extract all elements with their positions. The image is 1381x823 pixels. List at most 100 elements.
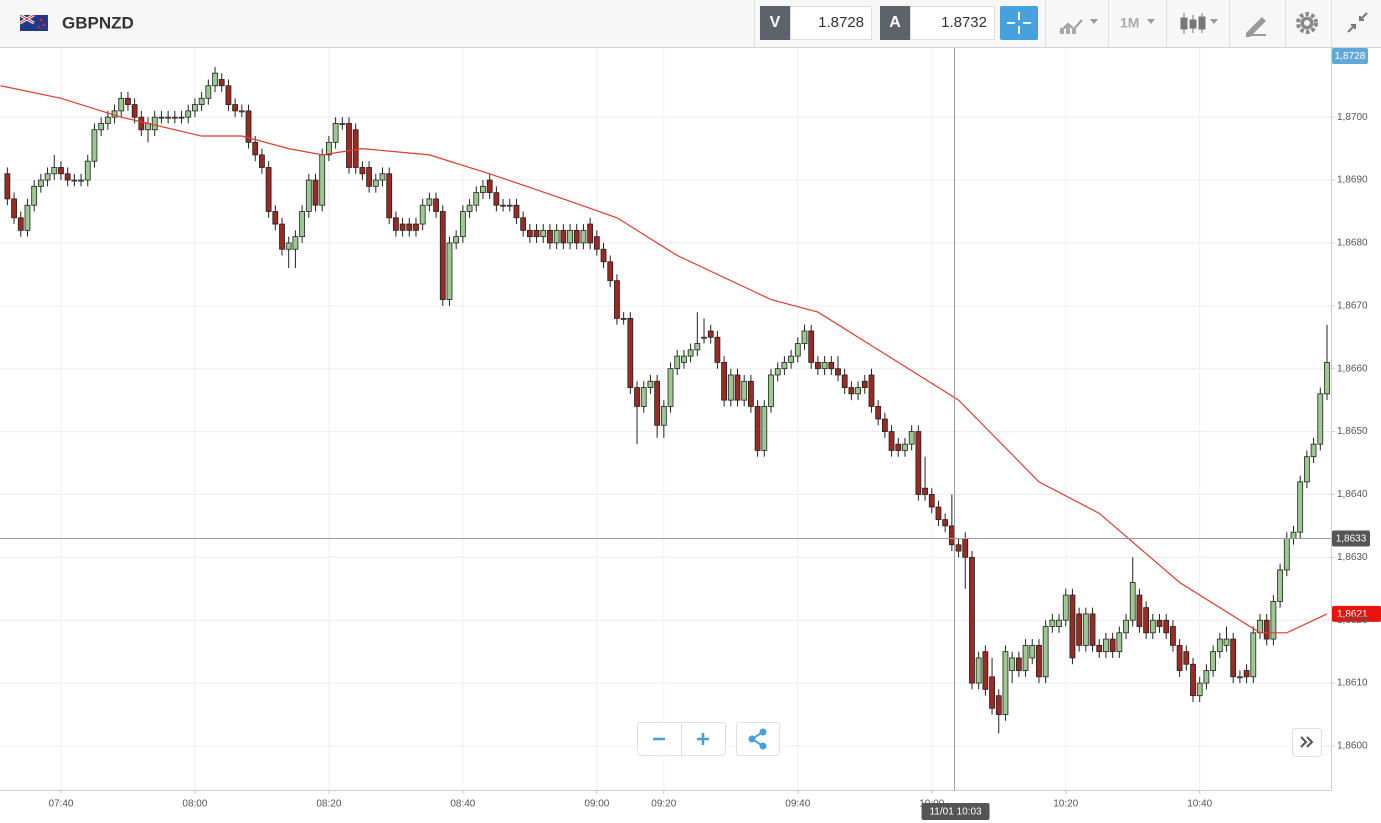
candle-body [392,217,399,231]
candle-body [888,431,895,451]
symbol: GBPNZD [62,13,134,32]
candle-body [1183,651,1190,665]
crosshair-time-tag [921,803,990,820]
candle-body [406,223,413,231]
candle-body [526,229,533,238]
candle-body [1277,569,1283,602]
candle-body [17,217,24,231]
timeframe: 1M [1120,15,1139,31]
candle-style-button[interactable] [1180,13,1218,34]
candle-body [500,204,506,207]
candle-body [299,211,306,238]
candle-body [51,167,58,175]
candle-body [71,179,78,182]
candle-body [674,355,681,370]
candle-body [245,110,252,143]
candle-body [1056,619,1062,627]
candle-body [614,280,620,319]
candle-body [1243,670,1250,678]
candle-body [1149,619,1156,634]
candle-body [962,538,969,558]
x-tick-label: 10:00 [919,799,944,810]
candle-body [560,229,567,244]
candle-body [265,167,272,212]
candle-body [1096,644,1103,653]
draw-tool-button[interactable] [1246,17,1266,37]
zoom-in-button[interactable] [697,733,709,745]
candle-body [98,123,105,131]
candle-body [4,173,11,200]
candle-body [620,317,627,320]
y-tick-label: 1,8620 [1337,615,1368,626]
buy-label: A [889,14,901,31]
candle-body [580,229,587,244]
buy-button[interactable]: A 1.8732 [880,6,995,40]
candle-body [1129,582,1136,621]
candle-body [553,229,560,244]
candle-body [761,406,768,451]
share-button[interactable] [736,722,780,756]
y-tick-label: 1,8700 [1337,112,1368,123]
candle-body [158,116,165,119]
candle-body [781,362,788,370]
candle-body [252,141,259,156]
buy-label-box [880,6,910,40]
candle-body [439,211,446,300]
candle-body [332,123,339,143]
candle-body [466,204,473,212]
crosshair-price-label: 1,8633 [1336,534,1367,545]
candle-body [969,556,975,684]
timeframe-button[interactable]: 1M [1120,15,1155,31]
axis-labels: 1,8600 1,8610 1,8620 1,8630 1,8640 1,8650 1,86… [48,112,1368,810]
candle-body [1317,393,1324,445]
candle-body [178,116,185,119]
candle-body [1203,670,1210,684]
candle-body [285,242,292,250]
candle-body [707,330,714,338]
last-value-tag [1332,605,1381,622]
candle-body [1210,651,1217,671]
flag-icon [19,13,48,31]
chart-type-button[interactable] [1059,19,1098,34]
candle-body [647,380,654,388]
crosshair-button[interactable] [1000,6,1038,40]
candle-body [687,349,694,357]
candle-body [660,406,667,426]
candle-body [1069,594,1076,659]
candle-body [413,223,419,231]
collapse-button[interactable] [1347,12,1368,33]
candle-body [1089,613,1096,646]
candle-body [473,192,480,206]
candle-body [1029,644,1036,659]
candle-body [1190,663,1196,697]
candle-body [198,97,205,105]
candle-body [218,79,225,87]
candle-body [667,368,674,407]
candle-body [567,229,573,244]
candle-body [573,229,580,244]
settings-button[interactable] [1296,12,1318,34]
sell-label: V [770,14,781,31]
candle-body [1015,657,1022,671]
y-tick-label: 1,8680 [1337,238,1368,249]
candle-body [225,85,232,105]
candle-body [801,330,808,344]
sell-price-box [790,6,872,40]
sell-button[interactable]: V 1.8728 [760,6,872,40]
candle-body [446,242,453,300]
candle-body [694,343,701,351]
grid [0,48,1335,794]
candle-body [279,223,285,250]
candle-body [701,336,707,339]
candle-body [814,362,821,370]
candle-body [91,129,98,162]
y-tick-label: 1,8670 [1337,300,1368,311]
candle-body [982,651,989,690]
scroll-right-button[interactable] [1292,728,1322,757]
candle-body [634,387,640,407]
candle-body [1156,619,1163,627]
candle-body [399,223,406,231]
candle-body [848,387,855,395]
candle-body [459,211,466,238]
candle-body [339,123,346,125]
